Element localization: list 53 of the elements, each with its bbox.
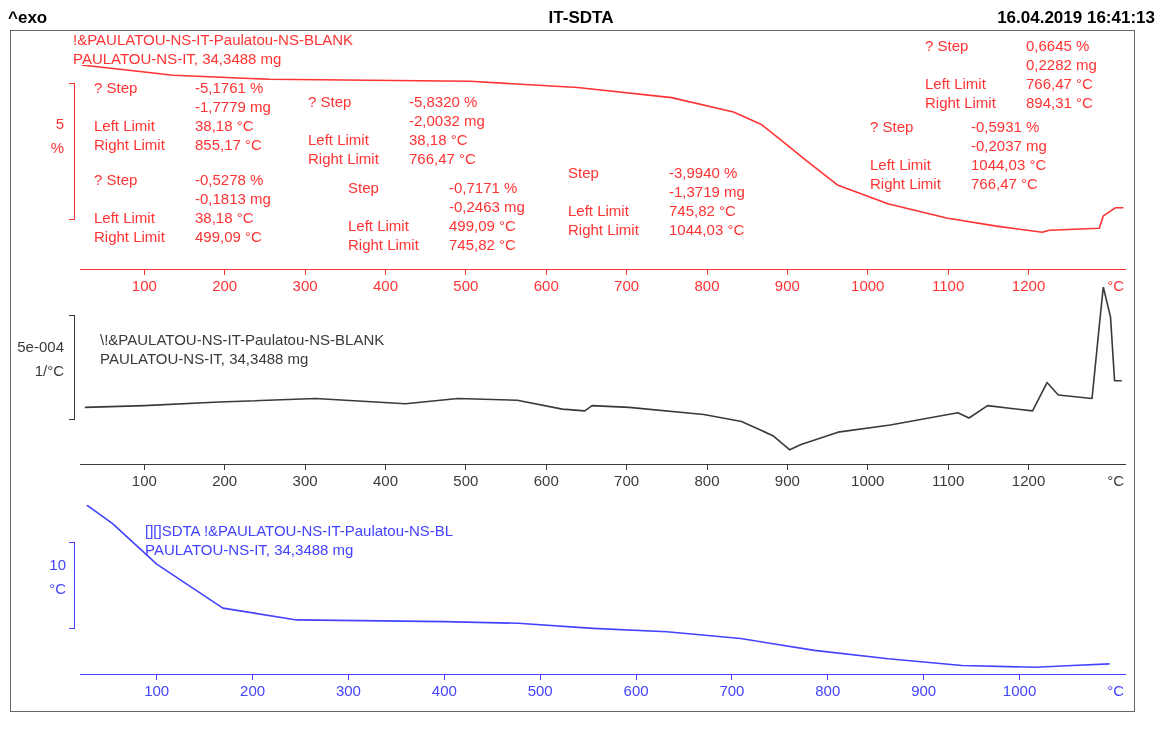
x-tick-label: 200	[212, 472, 238, 490]
x-tick-label: 900	[911, 682, 937, 700]
x-tick-label: 300	[292, 472, 318, 490]
x-tick-label: 1000	[1002, 682, 1037, 700]
x-tick-label: 800	[815, 682, 841, 700]
x-tick-label: 900	[774, 277, 800, 295]
x-tick-label: 200	[212, 277, 238, 295]
x-tick-label: 500	[527, 682, 553, 700]
x-tick-label: 1000	[851, 277, 885, 295]
x-tick-label: 800	[694, 277, 720, 295]
text: ? Step -5,1761 % -1,7779 mg Left Limit 38,18 °C Right Limit 855,17 °C	[94, 79, 271, 153]
text: Step -3,9940 % -1,3719 mg Left Limit 745,82 °C Right Limit 1044,03 °C	[568, 164, 745, 238]
text: \!&PAULATOU-NS-IT-Paulatou-NS-BLANK PAULATOU-NS-IT, 34,3488 mg	[100, 331, 385, 367]
x-tick-label: 1100	[932, 472, 965, 490]
x-tick-label: 300	[335, 682, 361, 700]
chart-title: IT-SDTA	[548, 8, 614, 27]
text: ? Step -5,8320 % -2,0032 mg Left Limit 38,18 °C Right Limit 766,47 °C	[308, 93, 485, 167]
x-tick-label: 800	[694, 472, 720, 490]
x-tick-label: 700	[614, 472, 640, 490]
x-tick-label: 100	[131, 277, 157, 295]
x-tick-label: 1100	[932, 277, 965, 295]
x-axis-title: °C	[1107, 682, 1125, 700]
x-tick-label: 100	[144, 682, 170, 700]
x-tick-label: 1200	[1011, 472, 1046, 490]
x-axis-title: °C	[1107, 277, 1125, 295]
text: ? Step -0,5278 % -0,1813 mg Left Limit 38,18 °C Right Limit 499,09 °C	[94, 171, 271, 245]
x-tick-label: 600	[533, 277, 559, 295]
x-tick-label: 400	[431, 682, 457, 700]
x-tick-label: 500	[453, 472, 479, 490]
x-tick-label: 1200	[1011, 277, 1046, 295]
x-tick-label: 100	[131, 472, 157, 490]
y-axis-title: 5e-004 1/°C	[16, 337, 64, 381]
text: 16.04.2019 16:41:13	[997, 8, 1155, 28]
x-tick-label: 200	[240, 682, 266, 700]
x-axis-title: °C	[1107, 472, 1125, 490]
x-tick-label: 600	[533, 472, 559, 490]
series-label: [][]SDTA !&PAULATOU-NS-IT-Paulatou-NS-BL PAULATOU-NS-IT, 34,3488 mg	[145, 522, 454, 558]
text: ? Step -0,5931 % -0,2037 mg Left Limit 1044,03 °C Right Limit 766,47 °C	[870, 118, 1047, 192]
x-tick-label: 300	[292, 277, 318, 295]
x-tick-label: 700	[719, 682, 745, 700]
x-tick-label: 600	[623, 682, 649, 700]
x-tick-label: 700	[614, 277, 640, 295]
x-tick-label: 900	[774, 472, 800, 490]
x-tick-label: 400	[372, 472, 398, 490]
text: ^exo	[8, 8, 48, 28]
text: ? Step 0,6645 % 0,2282 mg Left Limit 766,47 °C Right Limit 894,31 °C	[925, 37, 1097, 111]
series-label: !&PAULATOU-NS-IT-Paulatou-NS-BLANK PAULATOU-NS-IT, 34,3488 mg	[73, 31, 354, 67]
y-axis-title: 10 °C	[48, 555, 66, 599]
x-tick-label: 400	[372, 277, 398, 295]
text: Step -0,7171 % -0,2463 mg Left Limit 499,09 °C Right Limit 745,82 °C	[348, 179, 525, 253]
x-tick-label: 500	[453, 277, 479, 295]
y-axis-title: 5 %	[49, 114, 64, 158]
x-tick-label: 1000	[851, 472, 885, 490]
